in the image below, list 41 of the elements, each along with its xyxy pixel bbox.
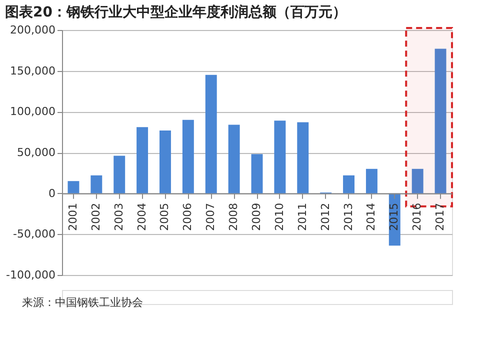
bar	[343, 175, 354, 194]
y-tick-label: 100,000	[10, 105, 56, 118]
bar	[228, 124, 240, 194]
x-tick-label: 2008	[227, 202, 240, 231]
x-tick-label: 2001	[66, 202, 80, 231]
y-tick-label: 150,000	[10, 64, 56, 78]
bar	[90, 175, 102, 194]
x-tick-label: 2009	[250, 202, 263, 231]
x-tick-label: 2013	[342, 202, 355, 231]
x-tick-label: 2014	[364, 202, 378, 231]
bar	[297, 122, 309, 194]
x-tick-label: 2004	[135, 202, 148, 231]
x-tick-label: 2011	[296, 202, 309, 231]
y-tick-label: 0	[48, 186, 56, 200]
bar	[68, 181, 80, 194]
source-note: 来源：中国钢铁工业协会	[22, 296, 143, 309]
y-tick-label: -100,000	[6, 268, 56, 282]
bar	[136, 127, 148, 194]
x-tick-label: 2016	[410, 202, 424, 231]
bar	[412, 168, 424, 194]
x-tick-label: 2017	[434, 202, 447, 231]
bar	[251, 154, 263, 194]
bar	[366, 168, 378, 194]
x-tick-label: 2002	[89, 202, 102, 231]
x-tick-label: 2012	[318, 202, 332, 231]
y-tick-label: 50,000	[17, 146, 56, 159]
x-tick-label: 2006	[181, 202, 194, 231]
bar	[205, 74, 217, 194]
x-tick-label: 2007	[204, 202, 218, 231]
bar	[434, 48, 446, 194]
bar	[160, 130, 171, 194]
bar	[182, 120, 194, 194]
x-tick-label: 2003	[112, 202, 126, 231]
x-tick-label: 2010	[272, 202, 286, 231]
bar	[114, 156, 126, 194]
chart-title: 图表20：钢铁行业大中型企业年度利润总额（百万元）	[5, 4, 347, 20]
y-tick-label: -50,000	[13, 228, 56, 241]
x-tick-label: 2005	[158, 202, 172, 231]
x-tick-label: 2015	[388, 202, 401, 231]
bar	[274, 120, 286, 194]
y-tick-label: 200,000	[10, 24, 56, 36]
